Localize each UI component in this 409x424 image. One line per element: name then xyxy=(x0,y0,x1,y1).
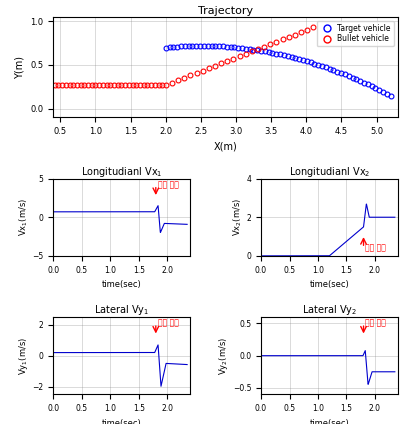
Text: 충돌 시점: 충돌 시점 xyxy=(364,319,385,328)
Title: Lateral Vy$_{2}$: Lateral Vy$_{2}$ xyxy=(301,303,356,317)
Title: Lateral Vy$_{1}$: Lateral Vy$_{1}$ xyxy=(94,303,149,317)
Y-axis label: Y(m): Y(m) xyxy=(15,56,25,79)
X-axis label: time(sec): time(sec) xyxy=(101,280,141,289)
Text: 충돌 시점: 충돌 시점 xyxy=(157,319,178,328)
Title: Trajectory: Trajectory xyxy=(198,6,252,16)
Y-axis label: Vy$_1$(m/s): Vy$_1$(m/s) xyxy=(17,337,29,375)
X-axis label: time(sec): time(sec) xyxy=(309,280,348,289)
Y-axis label: Vx$_1$(m/s): Vx$_1$(m/s) xyxy=(17,198,29,236)
Y-axis label: Vy$_2$(m/s): Vy$_2$(m/s) xyxy=(216,337,229,375)
Y-axis label: Vx$_2$(m/s): Vx$_2$(m/s) xyxy=(231,198,243,236)
Text: 충돌 시점: 충돌 시점 xyxy=(157,180,178,189)
X-axis label: time(sec): time(sec) xyxy=(309,418,348,424)
Title: Longitudianl Vx$_{1}$: Longitudianl Vx$_{1}$ xyxy=(81,165,162,179)
Text: 충돌 시점: 충돌 시점 xyxy=(364,244,385,253)
X-axis label: X(m): X(m) xyxy=(213,142,237,152)
Legend: Target vehicle, Bullet vehicle: Target vehicle, Bullet vehicle xyxy=(316,21,393,46)
Title: Longitudianl Vx$_{2}$: Longitudianl Vx$_{2}$ xyxy=(288,165,369,179)
X-axis label: time(sec): time(sec) xyxy=(101,418,141,424)
